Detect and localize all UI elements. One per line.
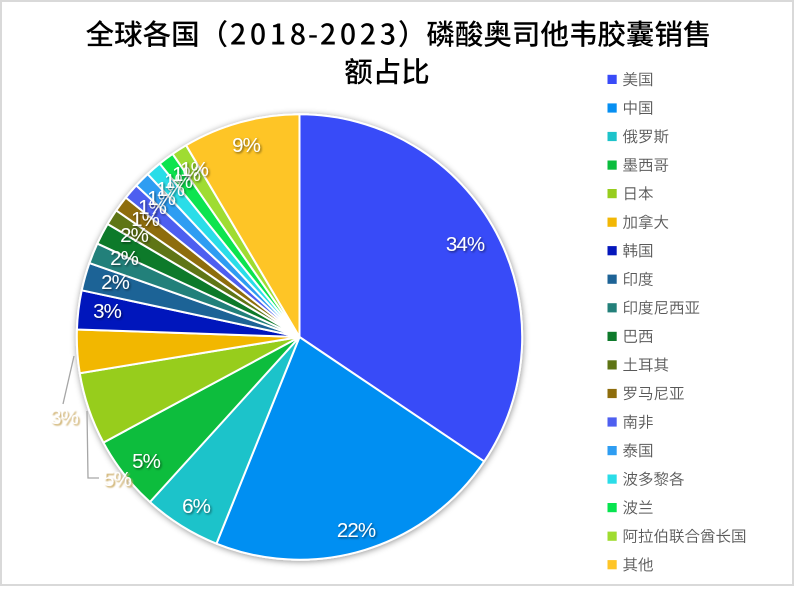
svg-text:3%: 3% <box>93 300 122 323</box>
svg-text:1%: 1% <box>138 196 167 219</box>
svg-text:1%: 1% <box>131 208 160 231</box>
svg-text:3%: 3% <box>50 406 79 429</box>
svg-text:1%: 1% <box>172 163 201 186</box>
svg-text:1%: 1% <box>164 170 193 193</box>
svg-text:2%: 2% <box>110 247 139 270</box>
svg-text:1%: 1% <box>147 187 176 210</box>
svg-text:34%: 34% <box>446 233 485 256</box>
svg-text:1%: 1% <box>180 158 209 181</box>
svg-text:5%: 5% <box>132 450 161 473</box>
svg-text:9%: 9% <box>232 134 261 157</box>
svg-text:1%: 1% <box>156 178 185 201</box>
svg-text:6%: 6% <box>182 495 211 518</box>
svg-text:2%: 2% <box>120 224 149 247</box>
svg-text:5%: 5% <box>103 468 132 491</box>
svg-text:2%: 2% <box>101 271 130 294</box>
svg-text:22%: 22% <box>337 519 376 542</box>
